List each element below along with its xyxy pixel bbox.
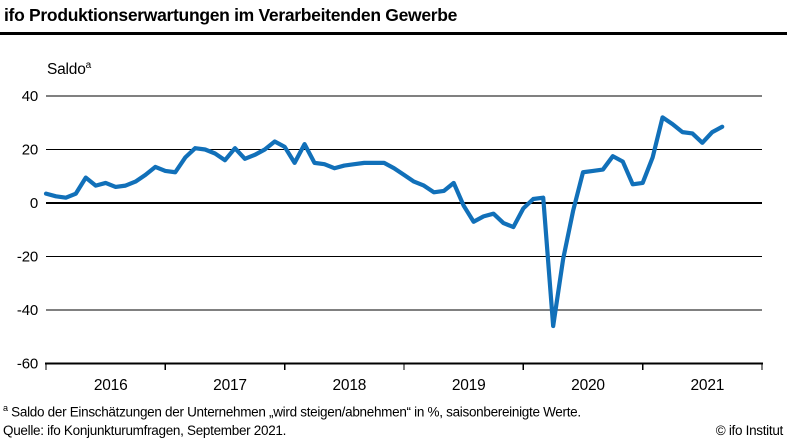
source-row: Quelle: ifo Konjunkturumfragen, Septembe… (3, 423, 783, 438)
source-text: Quelle: ifo Konjunkturumfragen, Septembe… (3, 423, 287, 438)
data-line-produktionserwartungen (43, 115, 725, 329)
title-divider (0, 32, 787, 35)
copyright-text: © ifo Institut (715, 423, 784, 438)
y-axis-unit-footnote-marker: a (85, 60, 92, 71)
page-title: ifo Produktionserwartungen im Verarbeite… (4, 5, 458, 25)
x-axis-year-label-2017: 2017 (213, 377, 247, 394)
y-axis-unit-text: Saldo (47, 61, 86, 79)
y-axis-tick-label: 40 (22, 88, 38, 105)
footnote: a Saldo der Einschätzungen der Unternehm… (3, 403, 581, 420)
y-axis-tick-label: -20 (17, 249, 38, 266)
x-axis-year-label-2021: 2021 (690, 377, 724, 394)
y-axis-tick-label: -40 (17, 302, 38, 319)
y-axis-tick-label: -60 (17, 356, 38, 373)
y-axis-tick-label: 20 (22, 142, 38, 159)
y-axis-unit-label: Saldoa (47, 60, 91, 79)
x-axis-year-label-2016: 2016 (94, 377, 128, 394)
y-axis-tick-label: 0 (30, 195, 38, 212)
x-axis-year-label-2018: 2018 (332, 377, 366, 394)
footnote-marker: a (3, 403, 8, 413)
footnote-text: Saldo der Einschätzungen der Unternehmen… (7, 404, 581, 420)
x-axis-year-label-2019: 2019 (452, 377, 486, 394)
x-axis-year-label-2020: 2020 (571, 377, 605, 394)
